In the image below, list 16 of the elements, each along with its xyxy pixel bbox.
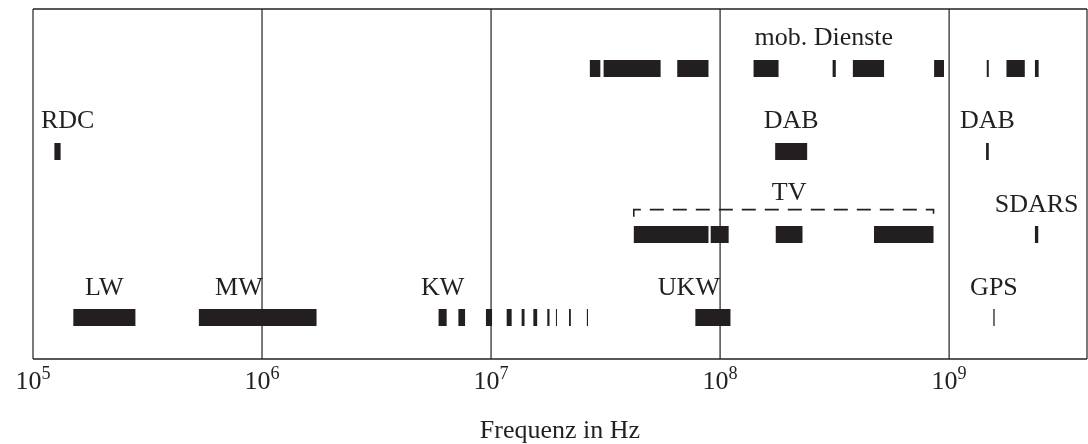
x-tick-label: 10$^{7}$ [473, 363, 509, 395]
series-label: mob. Dienste [754, 22, 894, 52]
x-tick-label: 10$^{9}$ [931, 363, 967, 395]
series-label: LW [85, 271, 125, 301]
series-label: SDARS [994, 188, 1079, 218]
x-tick-label: 10$^{6}$ [244, 363, 280, 395]
series-label: TV [771, 176, 807, 206]
x-tick-label: 10$^{8}$ [702, 363, 738, 395]
series-label: RDC [41, 105, 95, 135]
series-label: DAB [763, 105, 819, 135]
x-tick-label: 10$^{5}$ [15, 363, 51, 395]
series-label: KW [420, 271, 465, 301]
series-label: DAB [959, 105, 1015, 135]
series-label: GPS [970, 271, 1018, 301]
series-label: UKW [657, 271, 721, 301]
x-axis-title: Frequenz in Hz [479, 415, 641, 444]
